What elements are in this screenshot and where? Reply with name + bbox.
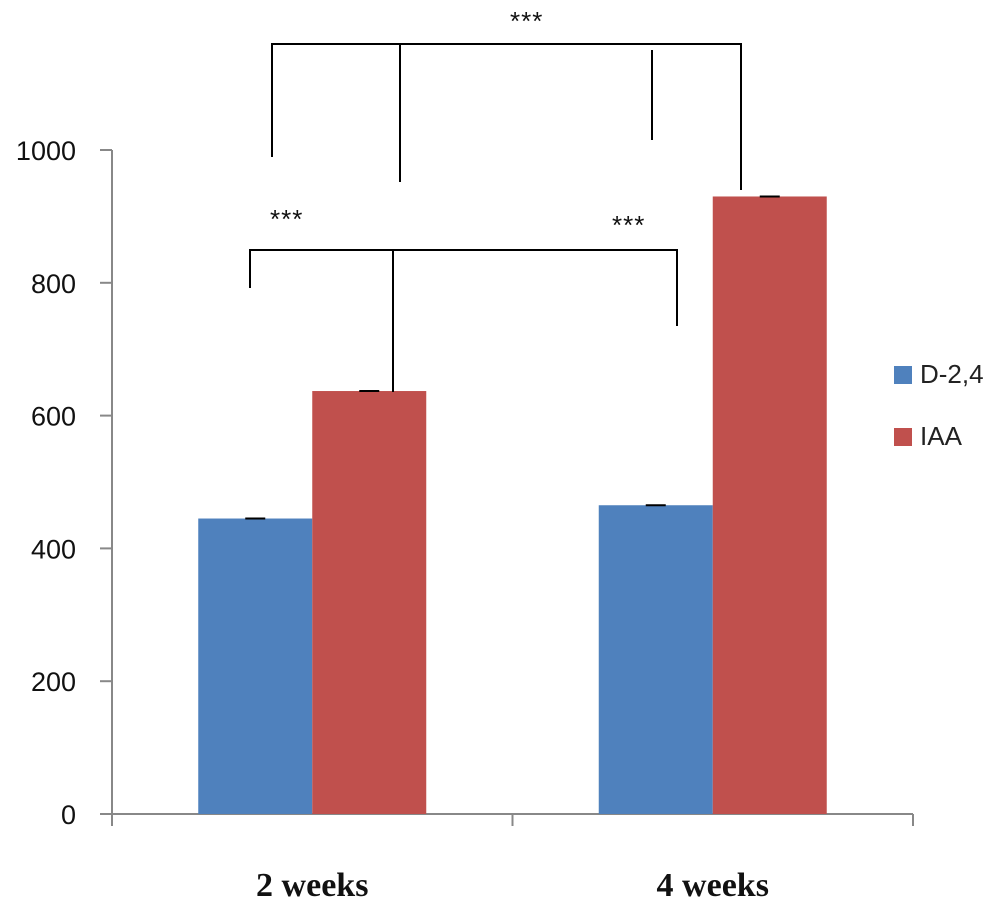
x-category-label: 4 weeks bbox=[657, 867, 769, 900]
bar bbox=[598, 505, 713, 814]
y-tick-label: 600 bbox=[31, 402, 76, 432]
bar bbox=[198, 518, 313, 814]
x-category-label: 2 weeks bbox=[256, 867, 368, 900]
significance-label-2: *** bbox=[612, 210, 645, 240]
significance-bracket-time bbox=[271, 43, 742, 190]
legend-label: IAA bbox=[920, 421, 963, 451]
legend: D-2,4 IAA bbox=[894, 359, 984, 451]
significance-label-1: *** bbox=[270, 204, 303, 234]
significance-bracket-2-weeks bbox=[249, 249, 678, 392]
bar bbox=[712, 196, 827, 815]
y-tick-label: 0 bbox=[61, 800, 76, 830]
legend-swatch bbox=[894, 428, 912, 446]
y-tick-label: 400 bbox=[31, 534, 76, 564]
y-tick-label: 200 bbox=[31, 667, 76, 697]
y-tick-label: 800 bbox=[31, 269, 76, 299]
significance-label-3: *** bbox=[510, 6, 543, 36]
axes: 0 200 400 600 800 1000 2 weeks 4 weeks bbox=[16, 136, 914, 900]
bar bbox=[312, 391, 427, 814]
bars bbox=[198, 195, 827, 815]
legend-label: D-2,4 bbox=[920, 359, 984, 389]
y-tick-label: 1000 bbox=[16, 136, 76, 166]
legend-swatch bbox=[894, 366, 912, 384]
significance-annotations: *** *** *** bbox=[249, 6, 742, 392]
